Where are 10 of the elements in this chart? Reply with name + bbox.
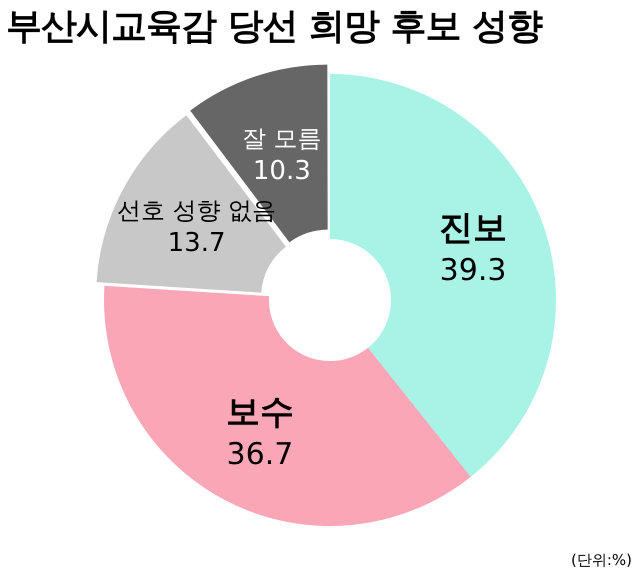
data-label: 10.3: [252, 156, 311, 186]
slice-label: 진보: [439, 208, 508, 248]
text: (단위:%): [570, 551, 632, 570]
slice-label: 잘 모름: [242, 124, 322, 153]
data-label: 36.7: [226, 437, 294, 472]
slice-label: 선호 성향 없음: [116, 196, 276, 224]
data-label: 13.7: [168, 228, 226, 258]
chart-title: 부산시교육감 당선 희망 후보 성향: [6, 5, 542, 49]
slice-label: 보수: [226, 392, 294, 432]
data-label: 39.3: [440, 252, 506, 288]
